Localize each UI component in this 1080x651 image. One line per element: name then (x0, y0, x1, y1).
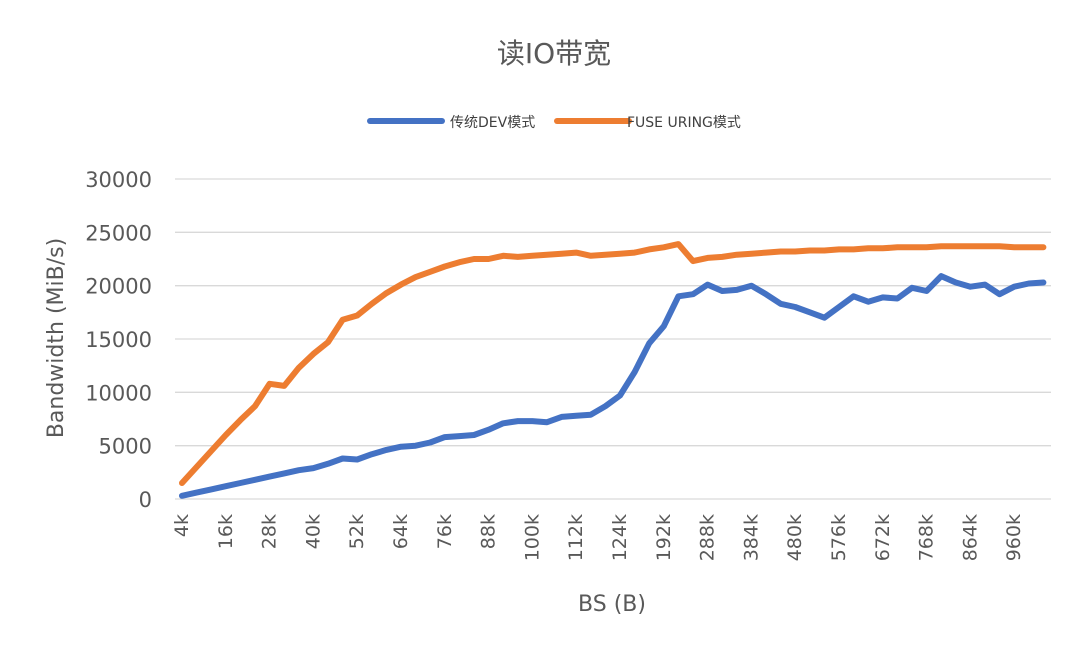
y-tick-label: 10000 (85, 381, 152, 405)
y-tick-label: 20000 (85, 275, 152, 299)
x-tick-label: 40k (302, 514, 324, 549)
x-tick-label: 960k (1003, 514, 1025, 561)
x-tick-label: 384k (740, 514, 762, 561)
y-tick-label: 15000 (85, 328, 152, 352)
y-tick-label: 30000 (85, 168, 152, 192)
x-axis-title: BS (B) (578, 592, 646, 617)
x-tick-label: 28k (259, 514, 281, 549)
x-tick-label: 768k (916, 514, 938, 561)
y-tick-label: 25000 (85, 221, 152, 245)
x-tick-label: 76k (434, 514, 456, 549)
x-tick-label: 576k (828, 514, 850, 561)
x-tick-label: 124k (609, 514, 631, 561)
y-axis-title: Bandwidth (MiB/s) (44, 238, 69, 438)
x-tick-label: 16k (215, 514, 237, 549)
x-tick-label: 864k (959, 514, 981, 561)
x-tick-label: 112k (565, 514, 587, 561)
legend-label-1: FUSE URING模式 (627, 115, 741, 131)
x-tick-label: 288k (697, 514, 719, 561)
x-tick-label: 64k (390, 514, 412, 549)
x-tick-label: 480k (784, 514, 806, 561)
legend: 传统DEV模式 FUSE URING模式 (367, 115, 741, 131)
x-tick-label: 100k (521, 514, 543, 561)
chart-title: 读IO带宽 (497, 37, 611, 70)
y-tick-label: 0 (139, 488, 152, 512)
y-axis-ticks: 0 5000 10000 15000 20000 25000 30000 (85, 168, 152, 512)
y-tick-label: 5000 (99, 435, 152, 459)
gridlines (175, 178, 1051, 500)
legend-label-0: 传统DEV模式 (450, 115, 535, 131)
series-line-1 (179, 241, 1047, 486)
plot-lines (179, 241, 1047, 499)
series-line-0 (179, 273, 1047, 499)
x-axis-ticks: 4k 16k 28k 40k 52k 64k 76k 88k 100k 112k 124k 192k 2… (171, 514, 1025, 561)
x-tick-label: 192k (653, 514, 675, 561)
x-tick-label: 52k (346, 514, 368, 549)
x-tick-label: 672k (872, 514, 894, 561)
x-tick-label: 88k (478, 514, 500, 549)
x-tick-label: 4k (171, 514, 193, 537)
